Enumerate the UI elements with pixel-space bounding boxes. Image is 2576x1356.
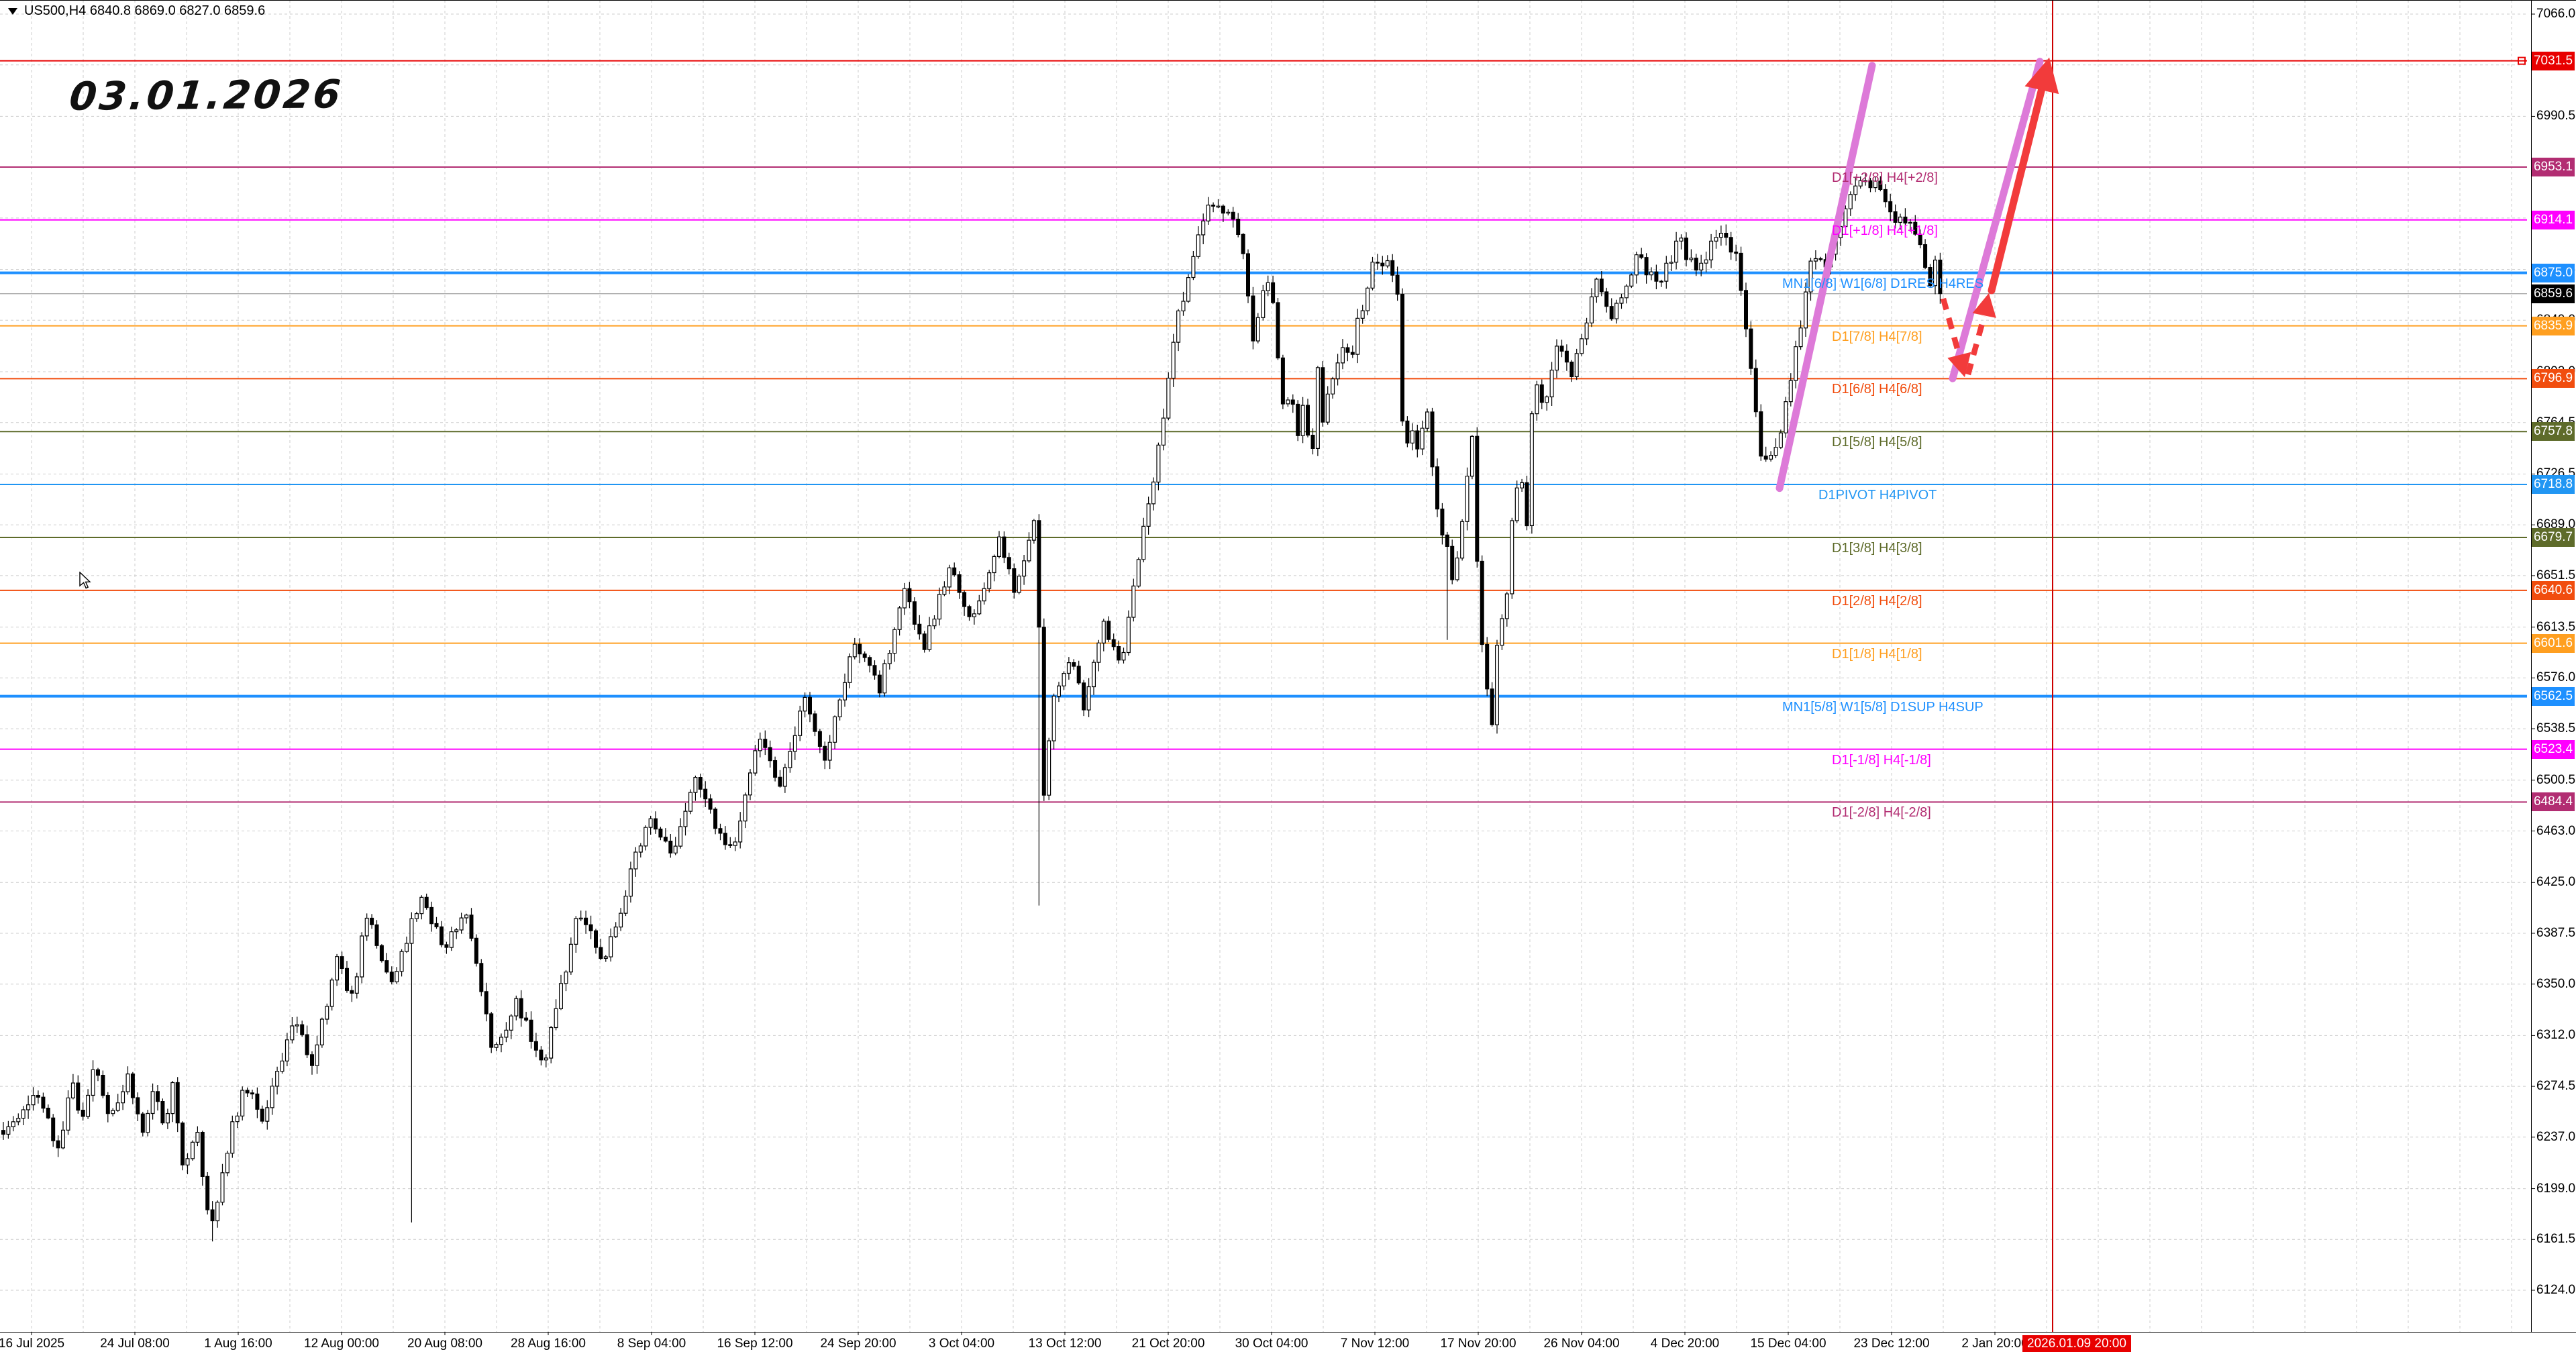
time-axis-separator (0, 1332, 2576, 1333)
time-tick-label: 2 Jan 20:00 (1961, 1337, 2028, 1351)
line-anchor-marker[interactable] (2518, 56, 2526, 65)
time-tick-label: 23 Dec 12:00 (1853, 1337, 1930, 1351)
price-level-badge: 6757.8 (2532, 422, 2575, 441)
time-tick-label: 12 Aug 00:00 (304, 1337, 379, 1351)
level-label: D1[6/8] H4[6/8] (1832, 382, 1922, 397)
symbol-dropdown-icon[interactable] (8, 7, 17, 15)
price-tick-label: 6990.5 (2536, 109, 2576, 123)
time-tick-label: 4 Dec 20:00 (1650, 1337, 1720, 1351)
price-tick-label: 6576.0 (2536, 670, 2576, 685)
time-tick-label: 16 Jul 2025 (0, 1337, 65, 1351)
time-tick-label: 3 Oct 04:00 (928, 1337, 995, 1351)
time-tick-label: 16 Sep 12:00 (717, 1337, 793, 1351)
level-label: D1[1/8] H4[1/8] (1832, 646, 1922, 662)
current-price-badge: 6859.6 (2532, 284, 2575, 303)
time-marker-badge: 2026.01.09 20:00 (2022, 1335, 2131, 1352)
price-tick-label: 6274.5 (2536, 1079, 2576, 1094)
time-tick-label: 7 Nov 12:00 (1340, 1337, 1410, 1351)
price-tick-label: 6651.5 (2536, 568, 2576, 582)
time-tick-label: 30 Oct 04:00 (1235, 1337, 1308, 1351)
price-tick-label: 6613.5 (2536, 619, 2576, 634)
price-level-badge: 6484.4 (2532, 792, 2575, 812)
price-tick-label: 6312.0 (2536, 1028, 2576, 1043)
time-tick-label: 20 Aug 08:00 (407, 1337, 482, 1351)
trend-arrows[interactable] (1775, 57, 2059, 492)
price-tick-label: 6387.5 (2536, 925, 2576, 940)
time-tick-label: 8 Sep 04:00 (617, 1337, 686, 1351)
time-tick-label: 21 Oct 20:00 (1131, 1337, 1205, 1351)
symbol-info: US500,H4 6840.8 6869.0 6827.0 6859.6 (8, 3, 265, 19)
level-label: D1[-2/8] H4[-2/8] (1832, 805, 1931, 821)
price-tick-label: 6237.0 (2536, 1129, 2576, 1144)
time-tick-label: 26 Nov 04:00 (1543, 1337, 1620, 1351)
price-level-badge: 6679.7 (2532, 527, 2575, 547)
price-level-badge: 6953.1 (2532, 157, 2575, 176)
price-level-badge: 6875.0 (2532, 263, 2575, 282)
price-level-badge: 6562.5 (2532, 686, 2575, 706)
mouse-cursor-icon (79, 572, 91, 589)
price-level-badge: 6718.8 (2532, 475, 2575, 494)
time-tick-label: 24 Jul 08:00 (100, 1337, 170, 1351)
level-label: D1[7/8] H4[7/8] (1832, 329, 1922, 344)
level-label: D1[2/8] H4[2/8] (1832, 593, 1922, 609)
candlesticks (1, 172, 1943, 1242)
date-annotation[interactable]: 03.01.2026 (67, 71, 346, 119)
level-label: MN1[5/8] W1[5/8] D1SUP H4SUP (1782, 699, 1983, 715)
symbol-ohlc-text: US500,H4 6840.8 6869.0 6827.0 6859.6 (24, 3, 266, 18)
level-lines (0, 56, 2527, 803)
price-level-badge: 6914.1 (2532, 210, 2575, 229)
price-level-badge: 6796.9 (2532, 369, 2575, 388)
price-tick-label: 6425.0 (2536, 875, 2576, 890)
price-level-badge: 6601.6 (2532, 633, 2575, 653)
price-tick-label: 6500.5 (2536, 772, 2576, 787)
price-tick-label: 6199.0 (2536, 1181, 2576, 1196)
level-label: D1PIVOT H4PIVOT (1818, 488, 1937, 503)
time-tick-label: 1 Aug 16:00 (204, 1337, 272, 1351)
level-label: D1[5/8] H4[5/8] (1832, 435, 1922, 450)
time-tick-label: 24 Sep 20:00 (820, 1337, 896, 1351)
price-level-badge: 6835.9 (2532, 316, 2575, 335)
window-top-border (0, 0, 2576, 1)
level-label: D1[+1/8] H4[+1/8] (1832, 223, 1938, 238)
time-tick-label: 17 Nov 20:00 (1440, 1337, 1516, 1351)
price-tick-label: 6463.0 (2536, 823, 2576, 838)
time-tick-label: 13 Oct 12:00 (1028, 1337, 1102, 1351)
level-label: D1[3/8] H4[3/8] (1832, 540, 1922, 556)
level-label: D1[+2/8] H4[+2/8] (1832, 170, 1938, 185)
price-tick-label: 6538.5 (2536, 721, 2576, 736)
price-tick-label: 6689.0 (2536, 517, 2576, 532)
time-tick-label: 28 Aug 16:00 (511, 1337, 586, 1351)
price-level-badge: 7031.5 (2532, 51, 2575, 70)
price-tick-label: 6124.0 (2536, 1283, 2576, 1297)
time-tick-label: 15 Dec 04:00 (1750, 1337, 1826, 1351)
price-tick-label: 6161.5 (2536, 1232, 2576, 1247)
level-label: MN1[6/8] W1[6/8] D1RES H4RES (1782, 276, 1984, 291)
price-level-badge: 6640.6 (2532, 580, 2575, 600)
price-level-badge: 6523.4 (2532, 739, 2575, 759)
price-axis-separator (2531, 0, 2532, 1332)
price-tick-label: 6350.0 (2536, 976, 2576, 991)
level-label: D1[-1/8] H4[-1/8] (1832, 752, 1931, 768)
price-tick-label: 7066.0 (2536, 7, 2576, 21)
grid (0, 0, 2527, 1332)
